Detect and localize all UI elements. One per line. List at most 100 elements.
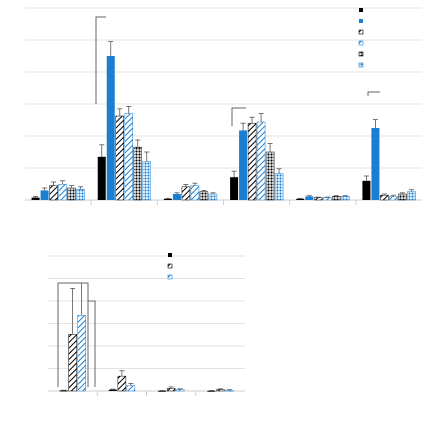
error-bar xyxy=(201,189,207,192)
legend-swatch xyxy=(358,51,364,57)
bar xyxy=(49,185,58,201)
error-bar xyxy=(144,151,150,162)
error-bar xyxy=(210,192,216,194)
error-bar xyxy=(174,192,180,194)
bar xyxy=(398,193,407,201)
bar xyxy=(389,196,398,201)
error-bar xyxy=(342,195,348,197)
bar xyxy=(108,389,117,391)
bar xyxy=(407,191,416,201)
bar xyxy=(126,385,136,392)
error-bar xyxy=(306,195,312,197)
bar xyxy=(371,128,380,200)
bar xyxy=(77,315,86,392)
legend xyxy=(167,253,173,280)
legend-swatch xyxy=(358,40,364,46)
bar xyxy=(115,115,124,201)
bar xyxy=(341,196,350,201)
legend-swatch xyxy=(167,274,173,280)
error-bar xyxy=(119,370,125,377)
bar xyxy=(208,193,218,201)
error-bar xyxy=(231,170,237,178)
bar xyxy=(239,130,248,200)
error-bar xyxy=(363,175,369,181)
bar xyxy=(247,122,257,201)
error-bar xyxy=(108,41,114,56)
error-bar xyxy=(183,183,189,187)
bar xyxy=(76,188,85,201)
bar xyxy=(380,194,389,201)
bar xyxy=(265,151,275,201)
legend-swatch xyxy=(358,29,364,35)
bottom-bar-chart xyxy=(48,253,245,396)
bar xyxy=(67,187,76,201)
error-bar xyxy=(135,139,141,148)
error-bar xyxy=(117,108,123,116)
error-bar xyxy=(70,288,76,335)
bar xyxy=(163,198,172,200)
bar xyxy=(133,146,142,201)
bar xyxy=(296,198,305,200)
error-bar xyxy=(128,383,134,386)
error-bar xyxy=(276,168,282,174)
error-bar xyxy=(69,185,75,188)
bar xyxy=(124,113,133,201)
error-bar xyxy=(51,181,57,186)
error-bar xyxy=(372,119,378,128)
bar xyxy=(172,194,181,200)
bar xyxy=(190,185,200,201)
bar xyxy=(166,388,176,392)
error-bar xyxy=(78,186,84,190)
error-bar xyxy=(408,189,414,192)
error-bar xyxy=(79,282,85,316)
bar xyxy=(305,196,314,200)
bar xyxy=(216,389,225,392)
significance-bracket xyxy=(87,300,96,387)
legend-swatch xyxy=(359,8,363,12)
legend-swatch xyxy=(168,253,172,257)
significance-bracket xyxy=(231,107,246,126)
error-bar xyxy=(177,388,183,390)
bar xyxy=(332,196,341,201)
legend-swatch xyxy=(358,62,364,68)
error-bar xyxy=(390,194,396,197)
error-bar xyxy=(267,143,273,152)
error-bar xyxy=(60,180,66,185)
error-bar xyxy=(192,182,198,186)
bar xyxy=(207,390,216,392)
bar xyxy=(274,173,284,201)
legend-swatch xyxy=(167,263,173,269)
error-bar xyxy=(110,388,116,390)
bar xyxy=(142,161,151,201)
bar xyxy=(323,197,332,201)
bar xyxy=(225,389,234,392)
bar xyxy=(199,191,209,201)
bar xyxy=(175,389,185,392)
bar xyxy=(58,184,67,201)
error-bar xyxy=(33,195,39,198)
error-bar xyxy=(333,195,339,197)
error-bar xyxy=(126,106,132,114)
bar xyxy=(106,56,115,200)
bar xyxy=(181,186,191,201)
significance-bracket xyxy=(95,16,106,104)
bar xyxy=(31,197,40,200)
legend xyxy=(358,8,364,68)
bar xyxy=(97,156,106,200)
significance-bracket xyxy=(367,91,380,96)
bar xyxy=(158,390,167,392)
bar xyxy=(230,177,239,200)
bar xyxy=(68,334,77,392)
top-bar-chart xyxy=(25,7,422,205)
bar xyxy=(40,190,49,200)
error-bar xyxy=(217,388,223,390)
error-bar xyxy=(226,389,232,391)
bar xyxy=(256,121,266,201)
bar xyxy=(362,180,371,200)
legend-swatch xyxy=(359,19,363,23)
error-bar xyxy=(168,386,174,389)
error-bar xyxy=(99,144,105,157)
bar xyxy=(59,390,68,392)
error-bar xyxy=(399,192,405,194)
